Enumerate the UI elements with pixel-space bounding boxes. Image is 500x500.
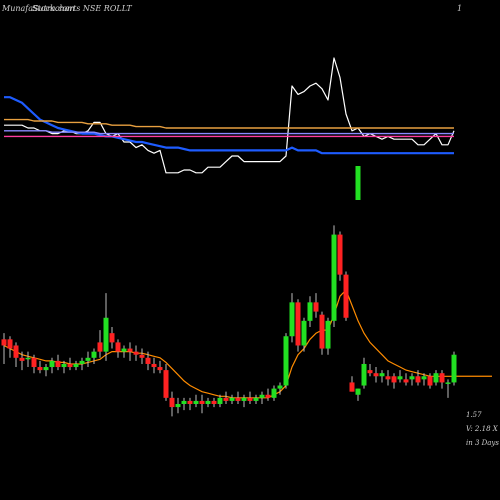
candle-body <box>109 333 115 343</box>
candle-body <box>439 373 445 383</box>
candle-body <box>157 367 163 371</box>
candle-body <box>103 317 109 352</box>
candle-body <box>1 339 7 346</box>
candle-body <box>223 397 229 401</box>
moving-average-line <box>3 288 454 399</box>
candle-body <box>235 397 241 401</box>
candle-body <box>67 363 73 368</box>
candle-body <box>247 397 253 401</box>
candle-body <box>97 342 103 352</box>
candle-body <box>43 367 49 371</box>
indicator-line-1 <box>4 96 454 155</box>
candle-body <box>49 360 55 368</box>
candle-body <box>19 357 25 361</box>
candle-body <box>271 388 277 398</box>
candle-body <box>259 394 265 398</box>
chart-title: Stockcharts NSE ROLLT <box>32 4 132 13</box>
candle-body <box>241 397 247 401</box>
candle-body <box>13 345 19 358</box>
price-note: 1.57 <box>466 411 482 419</box>
candle-body <box>349 382 355 392</box>
candle-body <box>55 360 61 368</box>
candle-body <box>391 376 397 383</box>
candle-body <box>115 342 121 352</box>
indicator-line-4 <box>4 130 454 135</box>
candle-body <box>451 354 457 383</box>
candle-body <box>217 397 223 404</box>
candle-body <box>145 357 151 364</box>
days-note: in 3 Days <box>466 439 499 447</box>
candle-body <box>91 351 97 358</box>
candle-body <box>211 400 217 404</box>
candle-body <box>7 339 13 349</box>
candle-body <box>295 302 301 346</box>
candle-body <box>61 363 67 368</box>
candle-body <box>343 274 349 318</box>
candle-body <box>169 397 175 408</box>
candle-body <box>205 400 211 404</box>
candle-body <box>307 302 313 321</box>
volume-spike-bar <box>355 166 361 200</box>
candle-body <box>193 400 199 404</box>
candle-body <box>139 354 145 358</box>
candle-body <box>253 397 259 401</box>
candle-body <box>127 348 133 352</box>
candle-body <box>397 376 403 380</box>
candle-body <box>409 376 415 380</box>
candle-body <box>265 394 271 398</box>
candle-body <box>283 336 289 386</box>
indicator-line-3 <box>4 118 454 129</box>
candle-body <box>181 400 187 404</box>
candle-body <box>25 357 31 360</box>
candle-body <box>403 379 409 383</box>
candle-body <box>325 320 331 349</box>
candle-body <box>31 357 37 368</box>
candle-body <box>121 348 127 352</box>
candle-body <box>319 314 325 349</box>
candle-body <box>313 302 319 312</box>
candle-body <box>85 357 91 361</box>
candle-body <box>331 234 337 321</box>
candle-body <box>79 360 85 364</box>
volume-note: V: 2.18 X <box>466 425 498 433</box>
candle-body <box>301 320 307 346</box>
candle-body <box>385 376 391 380</box>
candle-body <box>445 382 451 384</box>
candle-body <box>229 397 235 401</box>
candle-body <box>415 376 421 383</box>
candle-body <box>361 363 367 386</box>
candle-body <box>355 388 361 395</box>
candle-body <box>175 404 181 408</box>
indicator-line-0 <box>4 57 455 174</box>
candle-body <box>151 363 157 368</box>
candle-body <box>277 385 283 389</box>
candle-body <box>289 302 295 337</box>
brand-label: MunafaSutra.com <box>2 4 75 13</box>
candle-body <box>37 367 43 371</box>
candle-body <box>163 370 169 398</box>
candle-body <box>187 400 193 404</box>
candle-body <box>373 373 379 377</box>
candle-body <box>337 234 343 275</box>
candle-body <box>367 370 373 374</box>
header-right-label: 1 <box>457 4 463 13</box>
candle-body <box>427 376 433 386</box>
candle-body <box>133 351 139 355</box>
candle-body <box>433 373 439 383</box>
candle-body <box>421 376 427 380</box>
candle-body <box>73 363 79 368</box>
candle-body <box>379 373 385 377</box>
candle-body <box>199 400 205 404</box>
